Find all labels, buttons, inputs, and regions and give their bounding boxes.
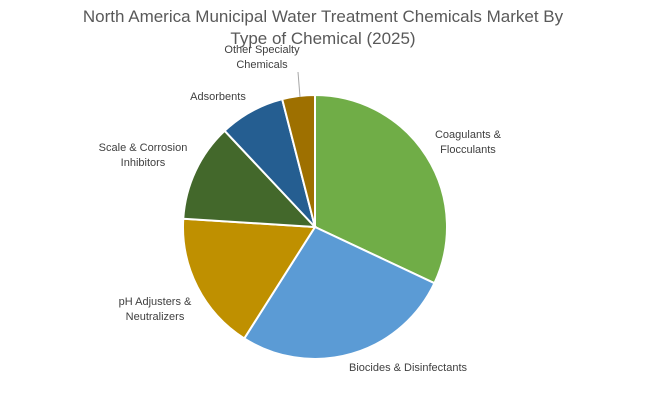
pie-slice xyxy=(280,93,316,228)
slice-label: Scale & Corrosion Inhibitors xyxy=(98,142,188,169)
pie-slice xyxy=(314,93,448,285)
leader-line xyxy=(297,71,301,98)
slice-label: pH Adjusters & Neutralizers xyxy=(118,296,192,323)
pie-slice xyxy=(182,129,318,229)
pie-slice xyxy=(182,217,317,340)
slice-label: Biocides & Disinfectants xyxy=(349,361,467,374)
slice-label: Coagulants & Flocculants xyxy=(434,129,502,156)
slice-label: Other Specialty Chemicals xyxy=(224,44,300,71)
pie-slice xyxy=(242,225,436,360)
chart-title: North America Municipal Water Treatment … xyxy=(82,7,564,48)
slice-label: Adsorbents xyxy=(190,90,246,103)
